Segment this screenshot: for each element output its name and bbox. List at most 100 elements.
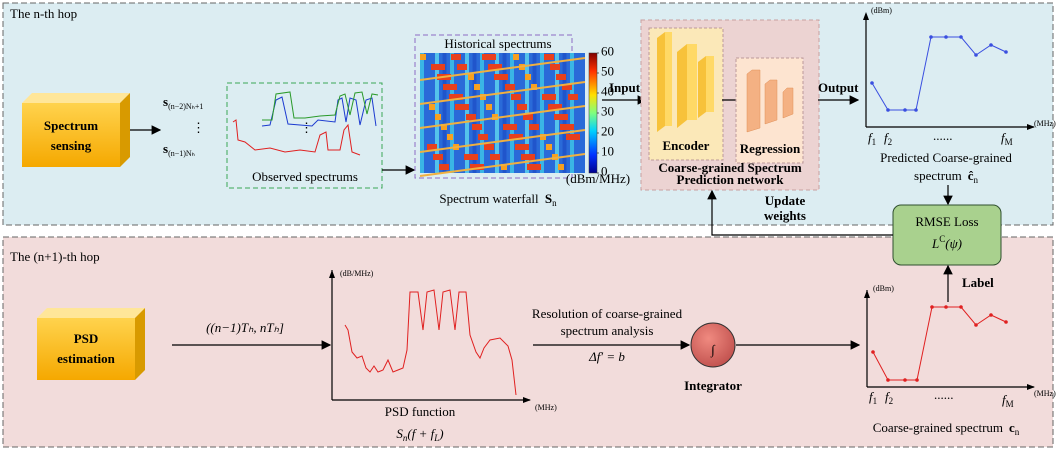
x-unit: (MHz): [535, 403, 557, 412]
coarse-chart-part-part: [930, 305, 934, 309]
caption: Spectrum waterfall Sn: [439, 191, 557, 208]
bottom-panel-part: [3, 237, 1053, 447]
waterfall-cell: [511, 94, 521, 100]
waterfall-cell: [420, 54, 426, 60]
waterfall-cell: [494, 74, 508, 80]
x-label-part: 1: [873, 396, 878, 406]
waterfall-cell: [513, 54, 519, 60]
network-caption: Prediction network: [677, 172, 785, 187]
coarse-chart-part-part: [903, 378, 907, 382]
loss-formula-part: (ψ): [945, 236, 962, 251]
network-part: [657, 32, 665, 132]
coarse-chart-part-part: [989, 313, 993, 317]
ellipsis: ⋮: [192, 120, 205, 135]
x-label-part: M: [1005, 137, 1013, 147]
coarse-chart-part-part: [886, 378, 890, 382]
caption: Observed spectrums: [252, 169, 358, 184]
loss-title: RMSE Loss: [915, 214, 978, 229]
waterfall-band: [428, 53, 432, 173]
update-label: Update: [765, 193, 806, 208]
box-label: PSD: [74, 331, 99, 346]
waterfall-cell: [466, 114, 476, 120]
waterfall-cell: [472, 124, 482, 130]
sensing-box-part: [120, 93, 130, 167]
waterfall-cell: [464, 154, 478, 160]
predicted-chart-part-part: [989, 43, 993, 47]
colorbar-tick-label: 20: [601, 124, 614, 139]
panel-title: The n-th hop: [10, 6, 77, 21]
waterfall-band: [563, 53, 567, 173]
waterfall-cell: [558, 164, 564, 170]
delta: Δf′ = b: [588, 349, 625, 364]
predicted-chart-part-part: [870, 81, 874, 85]
psd-box-part: [37, 308, 145, 318]
waterfall-cell: [546, 144, 552, 150]
waterfall-cell: [490, 154, 500, 160]
colorbar-tick-label: 10: [601, 144, 614, 159]
predicted-chart-part-part: [903, 108, 907, 112]
interval: ((n−1)Tₕ, nTₕ]: [206, 320, 284, 335]
encoder-label: Encoder: [663, 138, 710, 153]
waterfall-cell: [478, 134, 488, 140]
coarse-chart-part-part: [915, 378, 919, 382]
x-label: ......: [934, 387, 954, 402]
network-part: [765, 80, 777, 124]
waterfall-band: [443, 53, 447, 173]
network-part: [747, 70, 760, 132]
predicted-chart-part-part: [886, 108, 890, 112]
update-label: weights: [764, 208, 806, 223]
label: Historical spectrums: [444, 36, 551, 51]
waterfall-cell: [542, 94, 556, 100]
network-part: [665, 32, 672, 126]
integrator-label: Integrator: [684, 378, 742, 393]
colorbar-tick-label: 50: [601, 64, 614, 79]
waterfall-band: [420, 53, 424, 173]
waterfall-cell: [429, 104, 435, 110]
waterfall-cell: [505, 84, 515, 90]
waterfall-cell: [435, 114, 441, 120]
resolution: spectrum analysis: [561, 323, 654, 338]
network-part: [687, 44, 697, 120]
resolution: Resolution of coarse-grained: [532, 306, 683, 321]
sensing-box-part: [22, 93, 130, 103]
caption-part: n: [1015, 427, 1020, 437]
caption-part: n: [552, 198, 557, 208]
formula-part: (f + f: [407, 426, 436, 441]
colorbar-unit: (dBm/MHz): [566, 171, 630, 186]
predicted-chart-part-part: [929, 35, 933, 39]
caption-part: Coarse-grained spectrum: [873, 420, 1003, 435]
colorbar: [589, 53, 597, 173]
network: Encoder Regression Coarse-grained Spectr…: [641, 20, 819, 190]
coarse-chart-part-part: [871, 350, 875, 354]
waterfall-band: [503, 53, 507, 173]
waterfall-cell: [433, 154, 443, 160]
label-text: Label: [962, 275, 994, 290]
waterfall-band: [510, 53, 514, 173]
coarse-chart-part-part: [1004, 320, 1008, 324]
waterfall-cell: [468, 74, 474, 80]
waterfall-cell: [550, 64, 560, 70]
network-part: [677, 44, 687, 128]
sensing-box-part: [22, 103, 120, 167]
caption-part: S: [545, 191, 552, 206]
waterfall-cell: [554, 114, 568, 120]
panel-title: The (n+1)-th hop: [10, 249, 100, 264]
waterfall-cell: [544, 54, 554, 60]
waterfall-band: [458, 53, 462, 173]
waterfall-cell: [482, 54, 496, 60]
bottom-panel: The (n+1)-th hop: [3, 237, 1053, 447]
coarse-chart-part-part: [959, 305, 963, 309]
psd-box-part: [37, 318, 135, 380]
psd-box-part: [135, 308, 145, 380]
waterfall-cell: [517, 104, 527, 110]
waterfall-cell: [525, 74, 531, 80]
caption-part: n: [973, 175, 978, 185]
y-unit: (dBm): [873, 284, 894, 293]
colorbar-tick-label: 60: [601, 44, 614, 59]
waterfall-cell: [521, 154, 535, 160]
input-label: Input: [609, 80, 641, 95]
loss-formula-part: L: [931, 236, 939, 251]
predicted-chart-part-part: [1004, 50, 1008, 54]
box-label: sensing: [51, 138, 92, 153]
